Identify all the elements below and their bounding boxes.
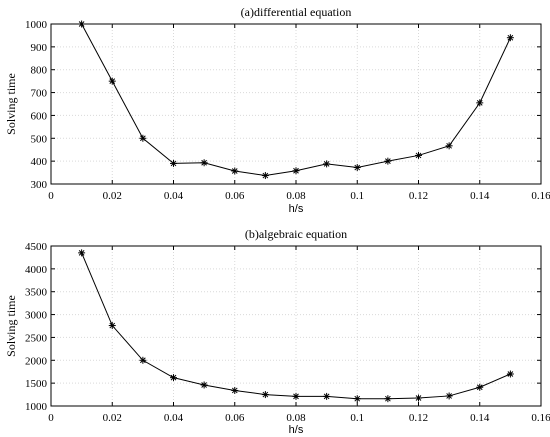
x-tick-label: 0.12 xyxy=(409,190,428,202)
data-point xyxy=(139,356,147,364)
x-tick-label: 0.14 xyxy=(470,190,490,202)
data-point xyxy=(261,391,269,399)
data-point xyxy=(415,394,422,402)
chart-title: (a)differential equation xyxy=(241,5,352,19)
x-tick-label: 0.02 xyxy=(103,412,122,424)
data-point xyxy=(292,392,300,400)
x-tick-label: 0.12 xyxy=(409,412,428,424)
x-axis-label: h/s xyxy=(289,203,304,215)
chart-title: (b)algebraic equation xyxy=(245,227,347,241)
data-point xyxy=(78,249,86,257)
x-tick-label: 0.1 xyxy=(350,412,364,424)
y-tick-label: 800 xyxy=(31,65,48,77)
data-point xyxy=(384,157,392,165)
y-axis-label: Solving time xyxy=(4,73,18,135)
x-tick-label: 0.16 xyxy=(531,190,550,202)
x-tick-label: 0.06 xyxy=(225,190,245,202)
x-tick-label: 0.1 xyxy=(350,190,364,202)
data-point xyxy=(506,370,514,378)
y-tick-label: 1000 xyxy=(25,19,48,31)
data-point xyxy=(415,151,422,159)
data-point xyxy=(323,392,331,400)
chart-b-algebraic-equation: 0 0.02 0.04 0.06 0.08 0.1 0.12 0.14 0.16 1000 1500… xyxy=(4,227,550,436)
data-point xyxy=(353,395,361,403)
chart-a-differential-equation: 0 0.02 0.04 0.06 0.08 0.1 0.12 0.14 0.16 300 400 50… xyxy=(4,5,550,215)
y-tick-label: 700 xyxy=(31,88,48,100)
y-tick-label: 1000 xyxy=(25,401,48,413)
y-tick-label: 2500 xyxy=(25,332,48,344)
data-point xyxy=(445,142,453,150)
data-point xyxy=(170,159,177,167)
y-tick-label: 500 xyxy=(31,133,48,145)
plot-area xyxy=(50,245,542,407)
data-point xyxy=(323,160,331,168)
x-tick-label: 0.08 xyxy=(286,412,306,424)
data-point xyxy=(78,20,86,28)
data-point xyxy=(231,386,239,394)
x-tick-label: 0.14 xyxy=(470,412,490,424)
y-tick-label: 600 xyxy=(31,110,48,122)
data-point xyxy=(476,99,484,107)
data-point xyxy=(170,374,177,382)
y-tick-label: 3000 xyxy=(25,310,48,322)
data-point xyxy=(200,159,208,167)
y-tick-label: 300 xyxy=(31,179,48,191)
data-point xyxy=(506,34,514,42)
y-tick-label: 4500 xyxy=(25,241,48,253)
x-tick-label: 0.04 xyxy=(164,412,184,424)
x-axis-label: h/s xyxy=(289,424,304,436)
data-point xyxy=(108,322,116,330)
x-tick-label: 0.06 xyxy=(225,412,245,424)
x-tick-label: 0.16 xyxy=(531,412,550,424)
data-point xyxy=(292,167,300,175)
x-tick-label: 0.08 xyxy=(286,190,306,202)
data-point xyxy=(200,381,208,389)
data-point xyxy=(445,392,453,400)
data-point xyxy=(231,167,239,175)
y-axis-label: Solving time xyxy=(4,295,18,357)
data-point xyxy=(139,134,147,142)
y-tick-label: 1500 xyxy=(25,378,48,390)
data-point xyxy=(353,164,361,172)
data-point xyxy=(476,383,484,391)
y-tick-label: 2000 xyxy=(25,355,48,367)
x-tick-label: 0 xyxy=(48,190,54,202)
y-tick-label: 900 xyxy=(31,42,48,54)
x-tick-label: 0 xyxy=(48,412,54,424)
data-point xyxy=(108,77,116,85)
data-point xyxy=(261,172,269,180)
x-tick-label: 0.04 xyxy=(164,190,184,202)
x-tick-label: 0.02 xyxy=(103,190,122,202)
data-point xyxy=(384,395,392,403)
plot-area xyxy=(50,23,542,185)
y-tick-label: 3500 xyxy=(25,287,48,299)
y-tick-label: 400 xyxy=(31,156,48,168)
y-tick-label: 4000 xyxy=(25,264,48,276)
